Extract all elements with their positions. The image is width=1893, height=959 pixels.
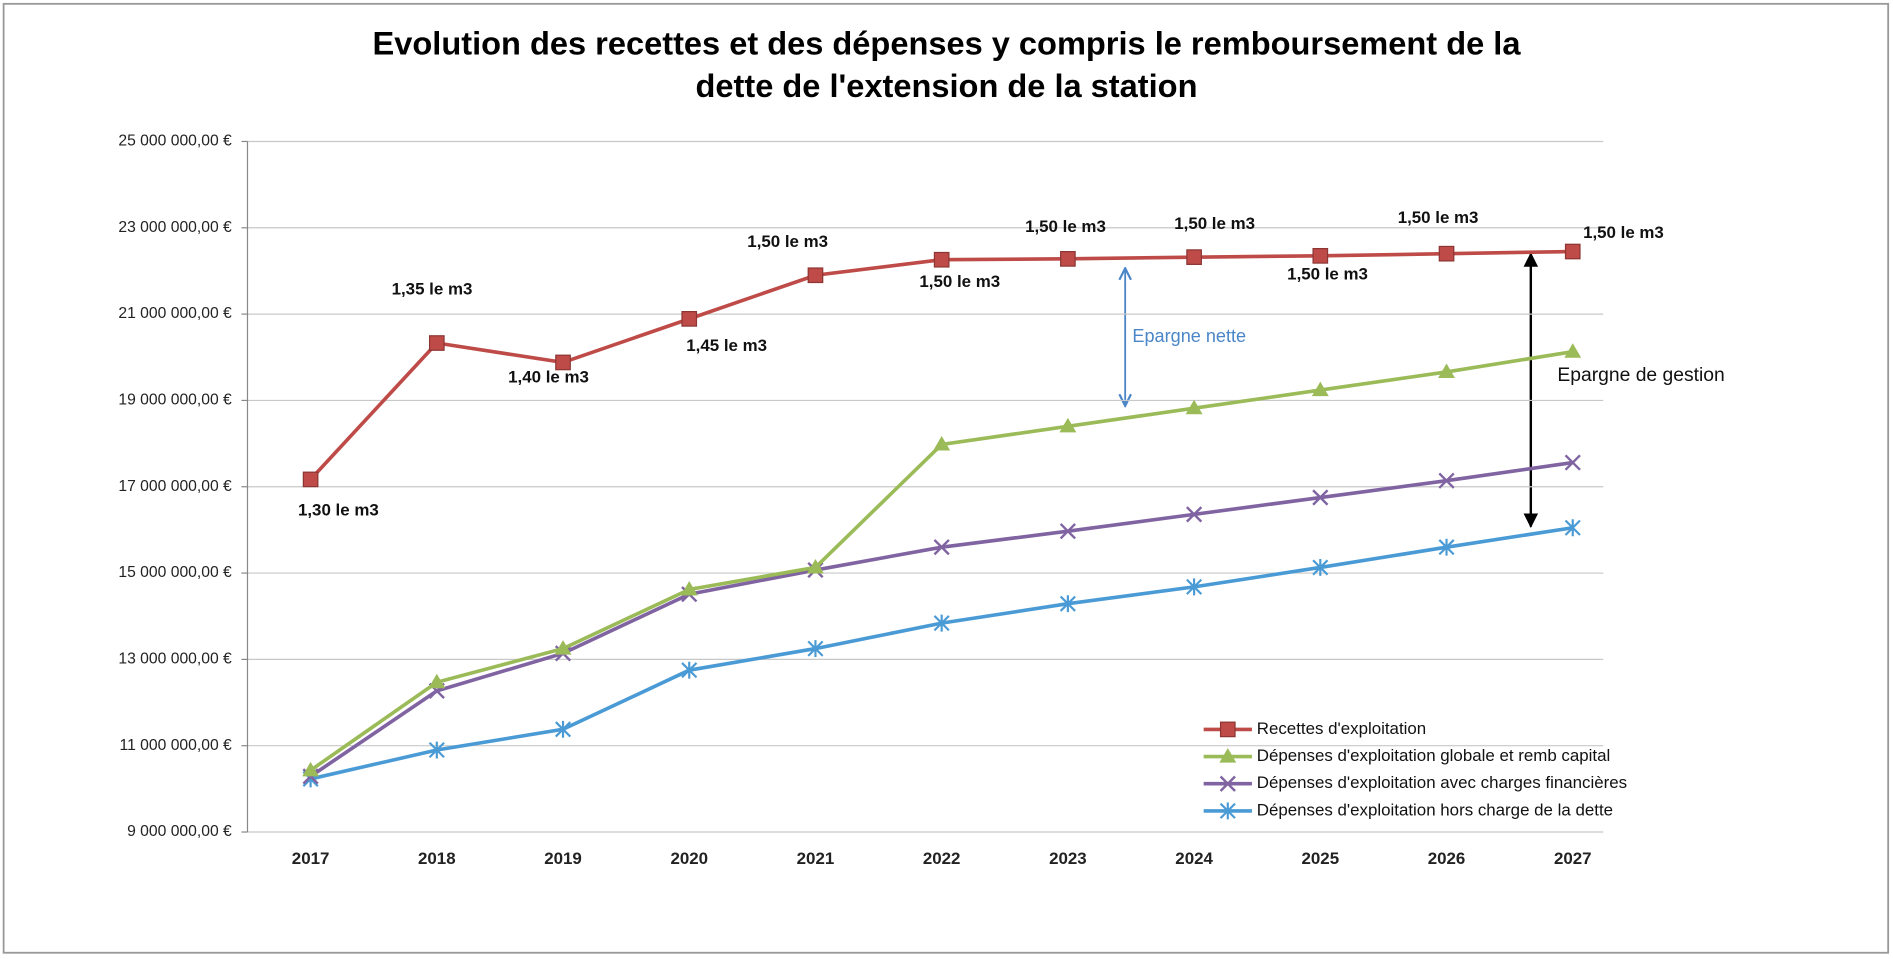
marker <box>1312 247 1329 264</box>
marker <box>1186 506 1203 523</box>
marker <box>302 471 319 488</box>
y-tick-label: 19 000 000,00 € <box>118 392 232 409</box>
y-tick-label: 23 000 000,00 € <box>118 219 232 236</box>
marker <box>1438 538 1455 556</box>
point-label: 1,35 le m3 <box>392 279 473 298</box>
marker <box>807 559 824 574</box>
y-tick-label: 25 000 000,00 € <box>118 133 232 150</box>
marker <box>1186 578 1203 596</box>
point-label: 1,50 le m3 <box>1287 265 1368 284</box>
x-tick-label: 2027 <box>1554 849 1592 868</box>
marker <box>1311 381 1329 397</box>
marker <box>1059 523 1076 540</box>
marker <box>1219 775 1236 792</box>
y-tick-label: 9 000 000,00 € <box>127 823 232 840</box>
chart-title: Evolution des recettes et des dépenses y… <box>373 25 1522 62</box>
marker <box>807 267 824 284</box>
marker <box>1564 343 1582 358</box>
legend-label: Dépenses d'exploitation globale et remb … <box>1257 746 1610 765</box>
annotation: Epargne de gestion <box>1557 365 1724 386</box>
marker <box>555 720 572 738</box>
x-tick-label: 2024 <box>1175 849 1213 868</box>
marker <box>933 614 950 632</box>
marker <box>1438 363 1455 378</box>
y-tick-label: 11 000 000,00 € <box>120 737 233 754</box>
marker <box>933 251 950 268</box>
point-label: 1,45 le m3 <box>686 336 767 355</box>
point-label: 1,40 le m3 <box>508 368 589 387</box>
point-label: 1,50 le m3 <box>919 272 1000 291</box>
point-label: 1,50 le m3 <box>1583 223 1664 242</box>
marker <box>1219 748 1237 763</box>
marker <box>1059 595 1076 613</box>
marker <box>933 539 950 556</box>
x-tick-label: 2026 <box>1428 849 1466 868</box>
marker <box>428 335 445 351</box>
marker <box>1438 245 1455 262</box>
x-tick-label: 2021 <box>797 849 835 868</box>
point-label: 1,50 le m3 <box>1174 214 1255 233</box>
legend-label: Dépenses d'exploitation avec charges fin… <box>1257 773 1627 792</box>
marker <box>1564 519 1581 537</box>
marker <box>1185 399 1203 415</box>
marker <box>681 661 698 679</box>
marker <box>554 640 572 655</box>
x-tick-label: 2017 <box>292 849 330 868</box>
point-label: 1,50 le m3 <box>1398 208 1479 227</box>
marker <box>1312 559 1329 576</box>
chart-title: dette de l'extension de la station <box>696 67 1198 104</box>
marker <box>302 761 320 777</box>
y-tick-label: 21 000 000,00 € <box>118 305 232 322</box>
marker <box>428 673 446 689</box>
marker <box>1438 472 1455 489</box>
marker <box>1219 721 1236 738</box>
point-label: 1,50 le m3 <box>747 232 828 251</box>
marker <box>1564 243 1581 260</box>
marker <box>1564 454 1581 471</box>
x-tick-label: 2018 <box>418 849 456 868</box>
marker <box>1060 251 1076 267</box>
y-tick-label: 13 000 000,00 € <box>118 651 232 668</box>
marker <box>1312 489 1329 506</box>
marker <box>428 741 445 759</box>
marker <box>1219 802 1236 820</box>
x-tick-label: 2019 <box>544 849 582 868</box>
marker <box>680 581 698 596</box>
x-tick-label: 2020 <box>670 849 708 868</box>
marker <box>555 354 571 371</box>
annotation: Epargne nette <box>1132 326 1246 346</box>
marker <box>681 311 698 327</box>
x-tick-label: 2023 <box>1049 849 1087 868</box>
legend-label: Recettes d'exploitation <box>1257 719 1426 738</box>
marker <box>1059 417 1077 433</box>
point-label: 1,30 le m3 <box>298 500 379 519</box>
marker <box>1186 249 1202 265</box>
legend-label: Dépenses d'exploitation hors charge de l… <box>1257 800 1613 819</box>
y-tick-label: 17 000 000,00 € <box>118 478 232 495</box>
x-tick-label: 2025 <box>1302 849 1340 868</box>
marker <box>807 640 824 658</box>
y-tick-label: 15 000 000,00 € <box>118 564 232 581</box>
x-tick-label: 2022 <box>923 849 961 868</box>
marker <box>933 435 951 451</box>
point-label: 1,50 le m3 <box>1025 217 1106 236</box>
